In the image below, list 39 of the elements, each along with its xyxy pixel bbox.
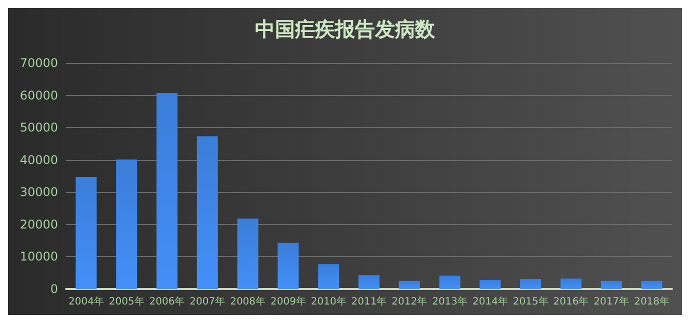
x-tick-label: 2009年	[270, 296, 306, 308]
bar	[520, 278, 542, 289]
y-tick-label: 10000	[20, 250, 58, 264]
bar	[278, 242, 299, 289]
bar	[641, 280, 662, 289]
x-tick-label: 2017年	[594, 296, 630, 308]
x-tick-label: 2014年	[472, 296, 508, 308]
x-tick-label: 2010年	[310, 296, 346, 308]
x-tick-label: 2011年	[351, 296, 387, 308]
bar	[116, 160, 138, 289]
x-tick-label: 2012年	[392, 296, 428, 308]
bar	[480, 280, 501, 289]
x-tick-label: 2004年	[68, 296, 104, 308]
x-tick-label: 2018年	[634, 296, 670, 308]
bar	[76, 176, 97, 289]
x-tick-label: 2006年	[149, 296, 185, 308]
bar	[318, 264, 340, 289]
bar	[439, 276, 460, 289]
y-tick-label: 40000	[20, 152, 58, 167]
y-tick-label: 70000	[20, 56, 58, 70]
x-tick-label: 2008年	[230, 296, 266, 308]
bar	[358, 275, 380, 289]
y-tick-label: 60000	[20, 88, 58, 102]
x-tick-label: 2016年	[553, 296, 589, 308]
bar	[600, 280, 622, 289]
x-tick-label: 2013年	[432, 296, 468, 308]
bar	[237, 218, 258, 289]
chart-title: 中国疟疾报告发病数	[255, 17, 436, 41]
y-tick-label: 30000	[20, 185, 58, 200]
y-tick-label: 0	[50, 282, 58, 296]
x-tick-label: 2007年	[190, 296, 226, 308]
bar	[398, 280, 420, 289]
x-tick-label: 2005年	[108, 296, 144, 308]
y-tick-label: 50000	[20, 120, 58, 135]
bar	[196, 136, 218, 289]
x-tick-label: 2015年	[512, 296, 548, 308]
y-tick-label: 20000	[20, 217, 58, 232]
bar	[156, 93, 178, 289]
bar	[560, 278, 582, 289]
